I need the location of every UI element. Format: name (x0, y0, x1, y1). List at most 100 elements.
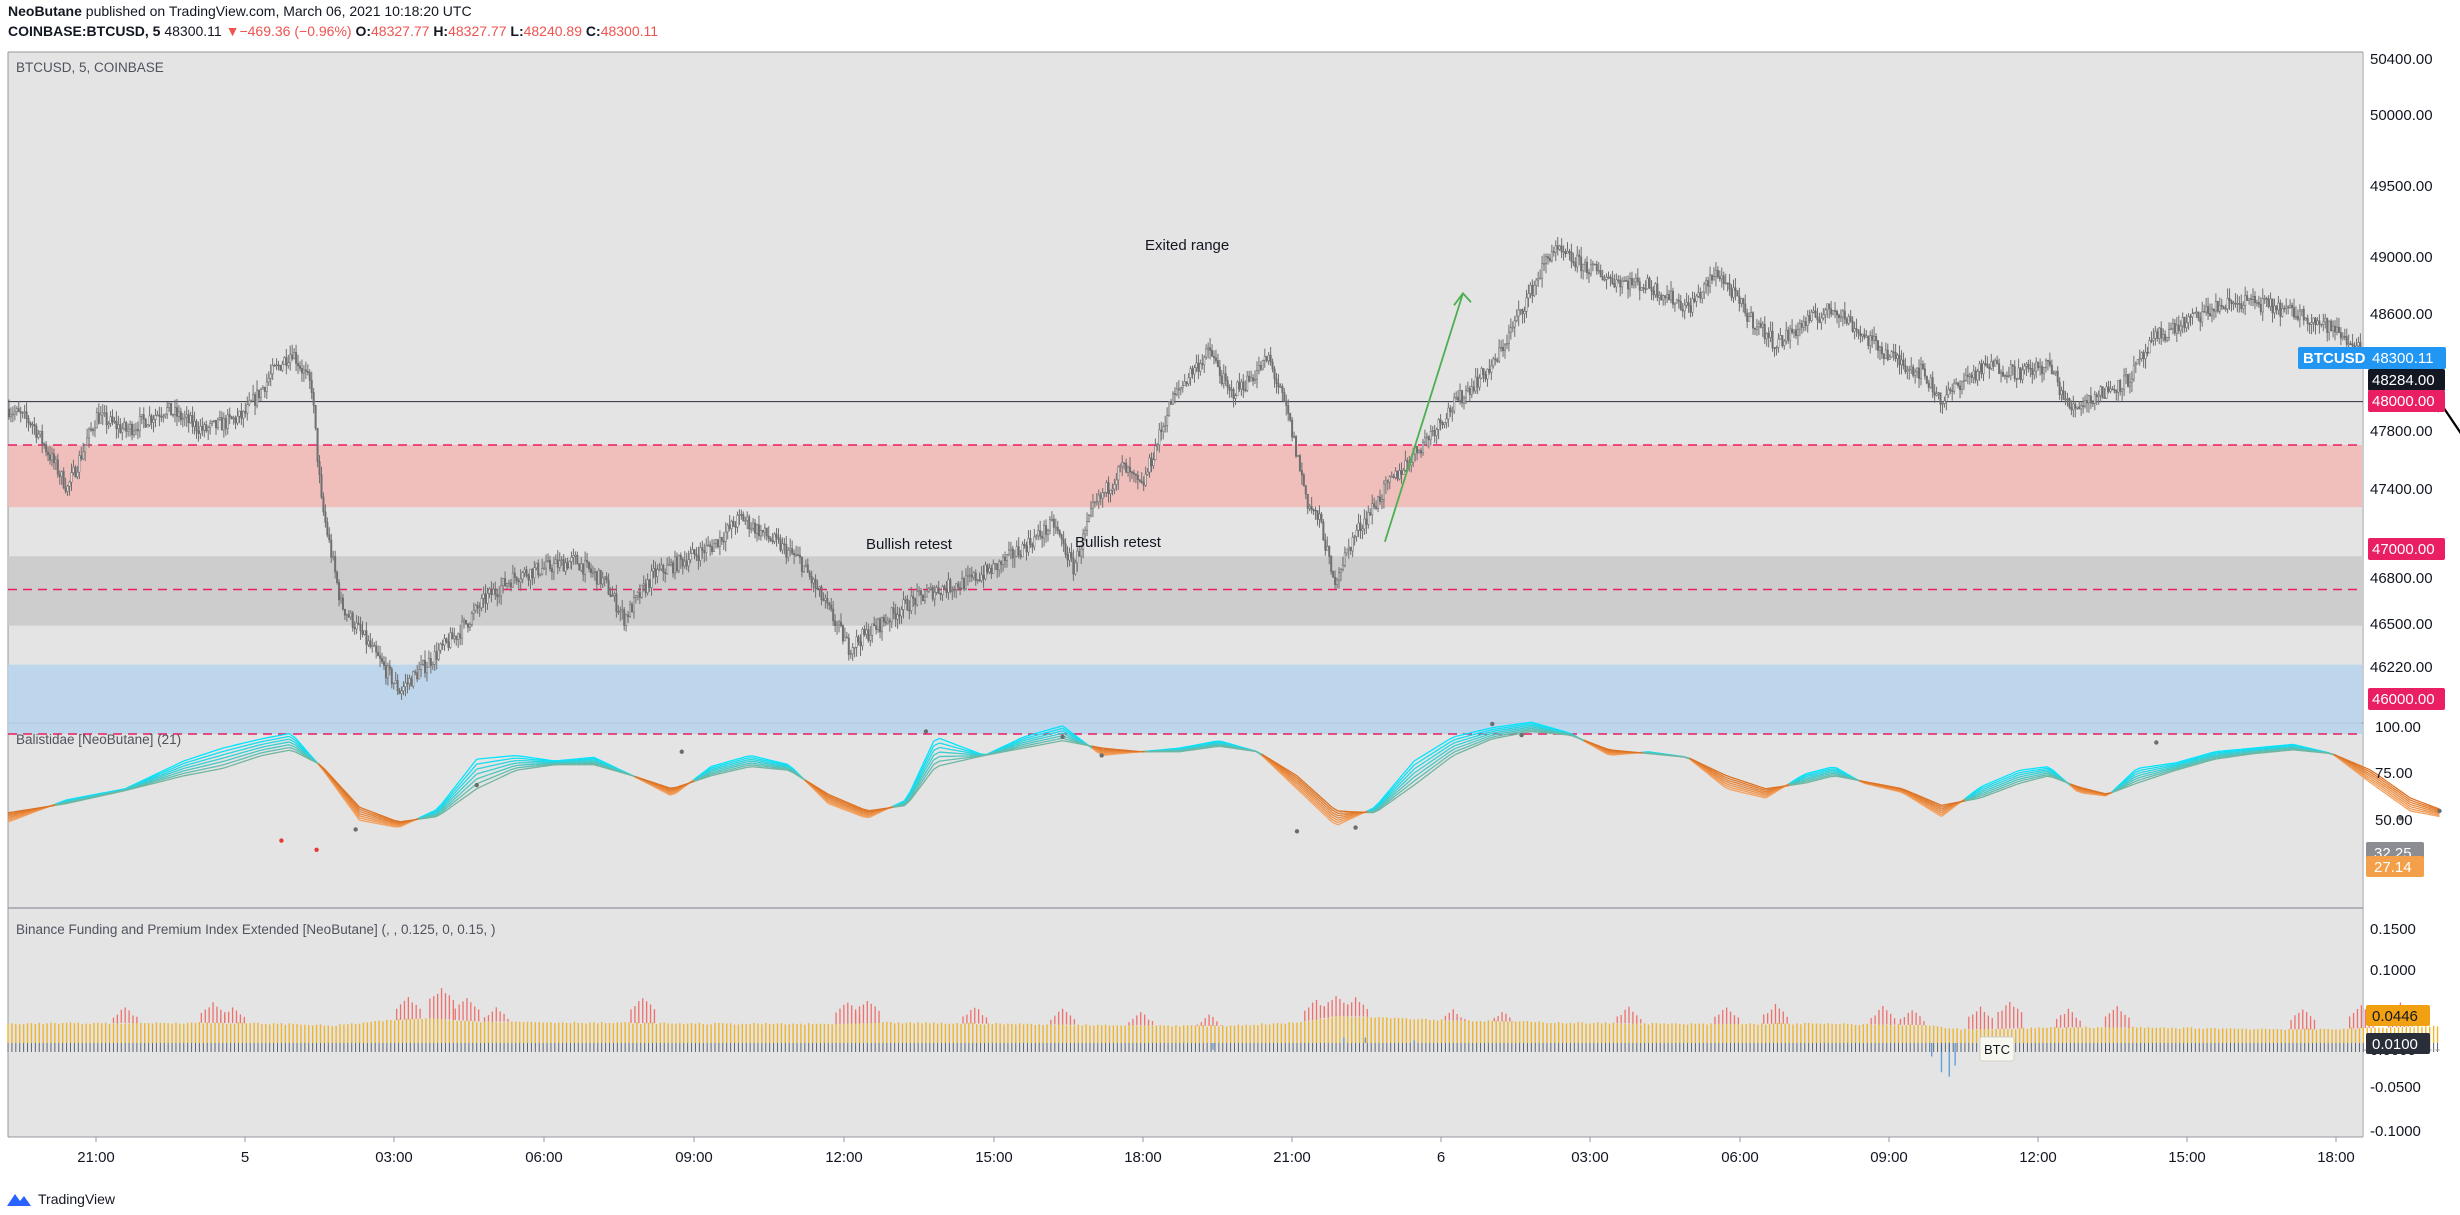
candle-body (1068, 552, 1071, 561)
candle-body (533, 567, 536, 579)
candle (826, 591, 829, 610)
candle (2084, 395, 2087, 409)
symbol-name[interactable]: COINBASE:BTCUSD, 5 (8, 23, 161, 39)
candle-body (1898, 354, 1901, 366)
candle (117, 415, 120, 439)
funding-pane[interactable] (8, 909, 2362, 1137)
ribbon-segment (821, 794, 829, 801)
candle (62, 467, 65, 490)
ribbon-segment (207, 753, 214, 757)
candle-body (1156, 444, 1159, 447)
candle-body (172, 414, 175, 416)
candle (621, 600, 624, 620)
ribbon-segment (1413, 756, 1421, 762)
ribbon-segment (2046, 767, 2054, 772)
ribbon-segment (353, 811, 361, 821)
candle-body (1242, 381, 1245, 391)
candle-body (343, 608, 346, 616)
candle-body (923, 596, 926, 601)
ribbon-segment (376, 819, 384, 823)
candle (1025, 541, 1028, 561)
candle (58, 470, 61, 485)
publish-info: published on TradingView.com, March 06, … (81, 3, 472, 19)
ribbon-segment (2046, 769, 2054, 774)
ribbon-segment (2398, 802, 2405, 808)
candle-body (1882, 353, 1885, 359)
candle-body (1459, 390, 1462, 401)
down-arrow-icon: ▼ (225, 23, 240, 39)
ribbon-segment (452, 787, 460, 795)
arrow-head (1453, 291, 1472, 306)
candle (568, 560, 571, 569)
candle-body (1449, 407, 1452, 413)
candle (1869, 330, 1872, 354)
ribbon-segment (669, 790, 677, 794)
candle (2349, 341, 2352, 346)
candle-body (1953, 382, 1956, 392)
candle-body (2121, 388, 2124, 392)
ribbon-segment (2175, 760, 2182, 764)
candle-body (1742, 298, 1745, 305)
candle-body (880, 617, 883, 633)
candle-body (375, 645, 378, 653)
candle (291, 344, 294, 361)
candle-body (1236, 381, 1239, 396)
candle (476, 601, 479, 615)
candle-body (1517, 309, 1520, 317)
candle-body (1398, 470, 1401, 480)
candle (763, 523, 766, 540)
ribbon-segment (1542, 724, 1550, 728)
candle-body (54, 459, 57, 464)
candle-body (2078, 406, 2081, 410)
candle (804, 559, 807, 568)
candle-body (683, 560, 686, 567)
candle-body (416, 672, 419, 680)
candle-body (574, 554, 577, 557)
candle (66, 484, 69, 497)
candle-body (2209, 313, 2212, 316)
candle (2080, 401, 2083, 416)
candle-body (1753, 327, 1756, 330)
ribbon-segment (1478, 733, 1485, 737)
ribbon-segment (2410, 810, 2417, 813)
ribbon-segment (2035, 768, 2042, 771)
ribbon-segment (1806, 771, 1813, 775)
candle-body (1935, 393, 1938, 396)
candle-body (396, 680, 399, 692)
candle (199, 419, 202, 440)
candle (423, 650, 426, 678)
candle-body (1785, 329, 1788, 342)
candle-body (500, 585, 503, 597)
ribbon-segment (1437, 742, 1444, 748)
candle-body (820, 586, 823, 600)
candle (64, 477, 67, 494)
candle (1211, 344, 1214, 357)
ribbon-segment (698, 771, 706, 777)
candle (1345, 548, 1348, 557)
candle (2142, 349, 2145, 368)
candle (1173, 387, 1176, 404)
candle (2119, 378, 2122, 396)
author-name[interactable]: NeoButane (8, 3, 82, 19)
candle (2232, 300, 2235, 311)
candle (1045, 519, 1048, 543)
candle (236, 407, 239, 426)
ribbon-segment (2011, 770, 2018, 775)
candle-body (308, 372, 311, 381)
oscillator-pane[interactable] (8, 724, 2362, 907)
candle-body (1519, 309, 1522, 311)
ribbon-segment (921, 761, 929, 773)
candle (922, 594, 925, 602)
ribbon-segment (1039, 730, 1046, 734)
candle-body (150, 415, 153, 423)
candle-body (131, 423, 134, 436)
candle-body (1525, 297, 1528, 312)
candle-body (1158, 429, 1161, 446)
ribbon-segment (1027, 735, 1034, 739)
candle (1339, 568, 1342, 582)
candle (1295, 435, 1298, 459)
candle-body (1505, 342, 1508, 346)
ribbon-segment (494, 763, 501, 766)
ribbon-segment (160, 770, 167, 775)
